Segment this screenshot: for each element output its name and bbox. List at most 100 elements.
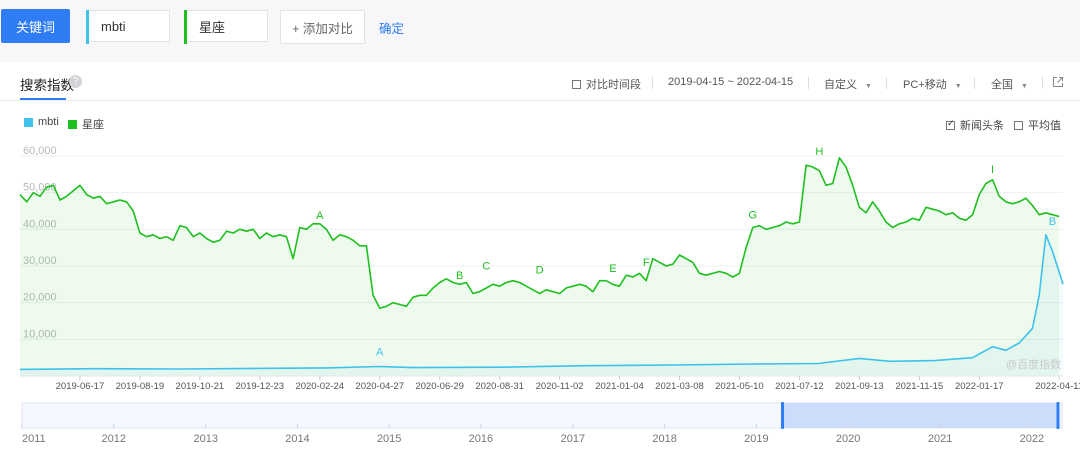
keyword-term-label: 星座 <box>199 19 226 35</box>
x-tick-label: 2019-10-21 <box>176 381 225 392</box>
x-tick-label: 2021-07-12 <box>775 381 824 392</box>
series-area <box>20 234 1063 376</box>
divider <box>1042 77 1043 89</box>
timeline-year-label: 2018 <box>652 433 676 445</box>
annotation-marker: C <box>482 261 490 273</box>
question-icon[interactable]: ? <box>69 75 82 88</box>
keyword-button[interactable]: 关键词 <box>1 9 70 43</box>
x-tick-label: 2019-12-23 <box>236 381 285 392</box>
annotation-marker: E <box>609 263 616 275</box>
series-area <box>20 157 1060 376</box>
y-tick-label: 60,000 <box>23 145 57 157</box>
title-underline <box>20 98 66 100</box>
y-tick-label: 40,000 <box>23 218 57 230</box>
keyword-term-1[interactable]: mbti <box>86 10 170 44</box>
divider <box>886 77 887 89</box>
divider <box>974 77 975 89</box>
term-color-bar <box>86 10 89 44</box>
query-bar: 关键词 mbti 星座 + 添加对比 确定 <box>0 0 1080 62</box>
timeline-handle-left <box>781 402 785 429</box>
timeline-year-label: 2022 <box>1020 433 1044 445</box>
series-line <box>19 157 1060 309</box>
divider <box>808 77 809 89</box>
checkbox-icon <box>1014 121 1023 130</box>
annotation-marker: A <box>376 346 384 358</box>
annotation-marker: D <box>536 264 544 276</box>
timeline-year-label: 2021 <box>928 433 952 445</box>
annotation-marker: F <box>643 257 650 269</box>
compare-period-toggle[interactable]: 对比时间段 <box>572 76 641 92</box>
device-dropdown[interactable]: PC+移动 ▼ <box>903 76 962 92</box>
panel-title: 搜索指数 <box>20 78 74 93</box>
timeline-year-label: 2020 <box>836 433 860 445</box>
x-tick-label: 2021-03-08 <box>655 381 704 392</box>
legend-swatch <box>68 119 77 129</box>
legend-label: mbti <box>38 116 59 128</box>
x-tick-label: 2021-05-10 <box>715 381 764 392</box>
legend-label: 星座 <box>82 119 104 131</box>
y-tick-label: 20,000 <box>23 292 57 304</box>
annotation-marker: A <box>316 210 324 222</box>
caret-down-icon: ▼ <box>865 83 872 90</box>
timeline-year-label: 2015 <box>377 433 401 445</box>
custom-label: 自定义 <box>824 79 857 91</box>
caret-down-icon: ▼ <box>1021 83 1028 90</box>
region-label: 全国 <box>991 79 1013 91</box>
y-tick-label: 50,000 <box>23 182 57 194</box>
keyword-term-2[interactable]: 星座 <box>184 10 268 44</box>
external-link-icon[interactable] <box>1052 76 1064 88</box>
average-toggle[interactable]: 平均值 <box>1014 117 1061 133</box>
x-tick-label: 2022-01-17 <box>955 381 1004 392</box>
x-tick-label: 2020-06-29 <box>415 381 464 392</box>
news-label: 新闻头条 <box>960 120 1004 132</box>
add-compare-button[interactable]: + 添加对比 <box>280 10 365 44</box>
series-line <box>19 234 1064 371</box>
device-label: PC+移动 <box>903 79 947 91</box>
x-tick-label: 2020-08-31 <box>475 381 524 392</box>
date-range-picker[interactable]: 2019-04-15 ~ 2022-04-15 <box>668 76 794 88</box>
timeline-year-label: 2019 <box>744 433 768 445</box>
x-tick-label: 2022-04-11 <box>1035 381 1080 392</box>
checkbox-icon <box>572 80 581 89</box>
timeline-year-label: 2014 <box>285 433 309 445</box>
x-tick-label: 2020-11-02 <box>536 381 584 392</box>
compare-period-label: 对比时间段 <box>586 79 641 91</box>
custom-dropdown[interactable]: 自定义 ▼ <box>824 76 872 92</box>
annotation-marker: B <box>456 270 463 282</box>
x-tick-label: 2019-06-17 <box>56 381 105 392</box>
timeline-year-label: 2013 <box>193 433 217 445</box>
annotation-marker: B <box>1049 216 1056 228</box>
checkbox-checked-icon <box>946 118 955 130</box>
x-tick-label: 2020-02-24 <box>295 381 344 392</box>
confirm-button[interactable]: 确定 <box>379 22 405 36</box>
timeline-year-label: 2017 <box>561 433 585 445</box>
x-tick-label: 2020-04-27 <box>355 381 404 392</box>
average-label: 平均值 <box>1028 120 1061 132</box>
legend-item-mbti[interactable]: mbti <box>24 116 59 128</box>
region-dropdown[interactable]: 全国 ▼ <box>991 76 1028 92</box>
y-tick-label: 10,000 <box>23 328 57 340</box>
news-headline-toggle[interactable]: 新闻头条 <box>946 117 1004 133</box>
watermark: @百度指数 <box>1006 359 1062 371</box>
annotation-marker: G <box>748 209 757 221</box>
term-color-bar <box>184 10 187 44</box>
x-tick-label: 2019-08-19 <box>116 381 165 392</box>
x-tick-label: 2021-11-15 <box>895 381 943 392</box>
timeline-year-label: 2016 <box>469 433 493 445</box>
keyword-term-label: mbti <box>101 18 126 34</box>
x-tick-label: 2021-09-13 <box>835 381 884 392</box>
timeline-year-label: 2012 <box>101 433 125 445</box>
y-tick-label: 30,000 <box>23 255 57 267</box>
timeline-selection <box>782 403 1058 428</box>
divider <box>652 77 653 89</box>
annotation-marker: H <box>815 146 823 158</box>
legend-swatch <box>24 117 33 127</box>
x-tick-label: 2021-01-04 <box>595 381 644 392</box>
timeline-handle-right <box>1056 402 1060 429</box>
annotation-marker: I <box>991 164 994 176</box>
timeline-year-label: 2011 <box>22 433 46 445</box>
divider <box>0 100 1080 101</box>
legend-item-xingzuo[interactable]: 星座 <box>68 116 104 132</box>
caret-down-icon: ▼ <box>954 83 962 90</box>
